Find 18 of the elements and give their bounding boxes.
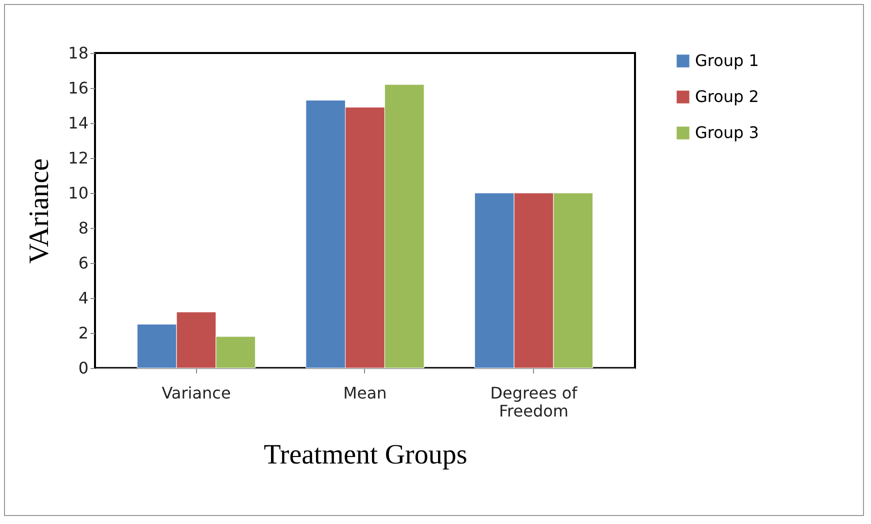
y-tick-label: 14 [68,114,88,132]
x-tick-label: Mean [343,384,387,402]
y-tick-label: 0 [78,358,88,378]
x-tick-label: Degrees of Freedom [490,384,578,420]
y-tick-label: 6 [78,254,88,272]
legend-label: Group 3 [695,123,759,142]
y-tick-label: 18 [68,44,88,62]
x-tick-label: Variance [162,384,231,402]
y-tick-label: 8 [78,218,88,238]
legend-label: Group 2 [695,87,759,106]
y-axis-title: VAriance [24,158,56,264]
y-tick-label: 16 [68,78,88,98]
y-tick-label: 12 [68,148,88,168]
legend-label: Group 1 [695,51,759,70]
y-tick-label: 10 [68,184,88,202]
y-tick-label: 4 [78,288,88,308]
x-axis-title: Treatment Groups [264,440,468,470]
y-tick-label: 2 [78,324,88,342]
